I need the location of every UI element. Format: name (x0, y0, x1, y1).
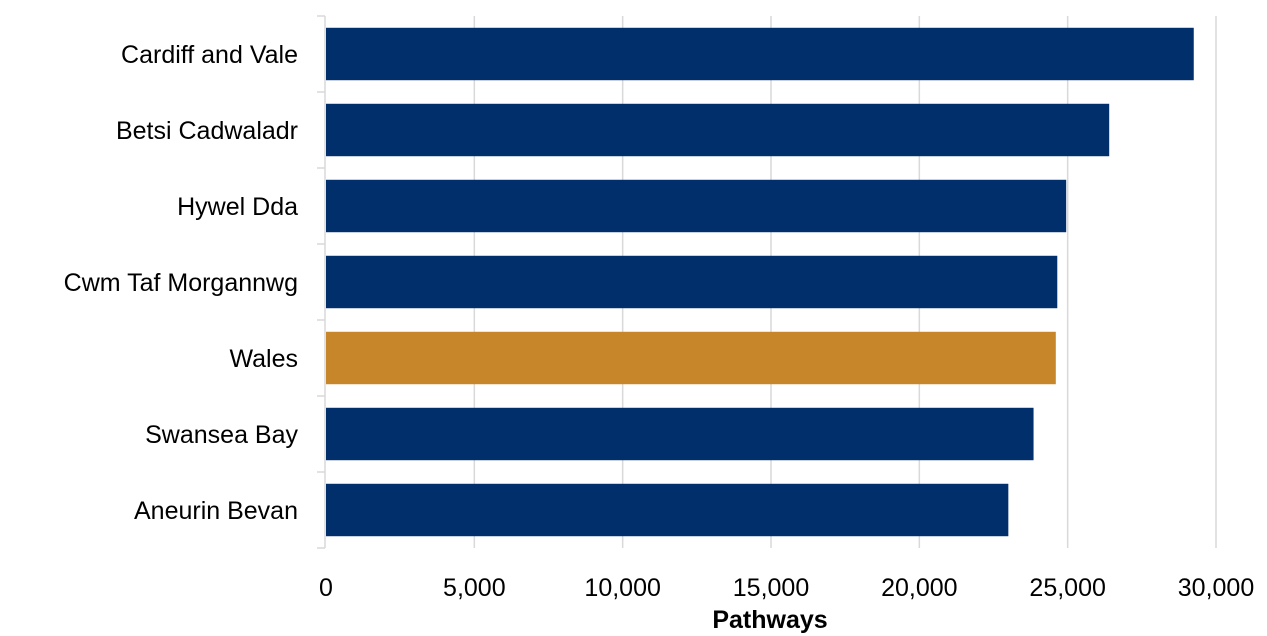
category-label: Hywel Dda (177, 193, 298, 221)
bar (326, 27, 1194, 81)
category-labels: Cardiff and Vale Betsi Cadwaladr Hywel Dda… (64, 41, 299, 525)
x-tick-label: 10,000 (584, 574, 660, 602)
x-tick-labels: 0 5,000 10,000 15,000 20,000 25,000 30,000 (319, 574, 1254, 602)
axes (317, 15, 326, 549)
bar (326, 255, 1058, 309)
category-label: Aneurin Bevan (134, 497, 298, 525)
bar (326, 331, 1056, 385)
x-tick-label: 0 (319, 574, 333, 602)
x-axis-title: Pathways (712, 606, 827, 634)
category-label: Cwm Taf Morgannwg (64, 269, 298, 297)
x-tick-label: 5,000 (443, 574, 506, 602)
bars (326, 27, 1194, 537)
category-label: Cardiff and Vale (121, 41, 298, 69)
x-tick-label: 15,000 (733, 574, 809, 602)
bar (326, 483, 1009, 537)
bar (326, 103, 1110, 157)
category-label: Swansea Bay (145, 421, 298, 449)
x-tick-label: 25,000 (1029, 574, 1105, 602)
category-label: Betsi Cadwaladr (116, 117, 298, 145)
x-tick-label: 30,000 (1178, 574, 1254, 602)
x-tick-label: 20,000 (881, 574, 957, 602)
category-label: Wales (229, 345, 298, 373)
bar (326, 407, 1034, 461)
bar (326, 179, 1067, 233)
